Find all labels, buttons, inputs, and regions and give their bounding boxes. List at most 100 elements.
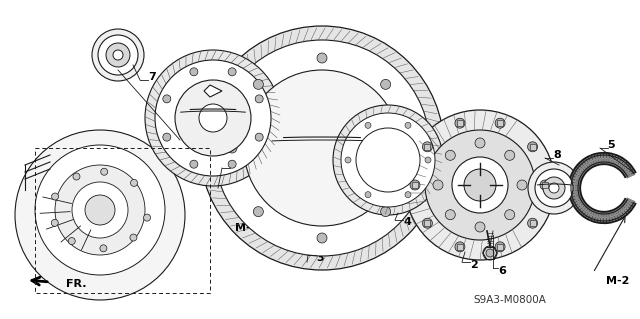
- Bar: [529, 144, 536, 150]
- Circle shape: [55, 165, 145, 255]
- Text: 1: 1: [230, 160, 238, 170]
- Text: M-1: M-1: [235, 223, 259, 233]
- Circle shape: [543, 177, 565, 199]
- Circle shape: [365, 122, 371, 128]
- Circle shape: [333, 105, 443, 215]
- Circle shape: [145, 50, 281, 186]
- Text: M-2: M-2: [606, 276, 629, 286]
- Circle shape: [51, 219, 58, 226]
- Circle shape: [199, 104, 227, 132]
- Circle shape: [15, 130, 185, 300]
- Circle shape: [190, 68, 198, 76]
- Circle shape: [505, 150, 515, 160]
- Circle shape: [253, 79, 264, 89]
- Circle shape: [356, 128, 420, 192]
- Circle shape: [317, 53, 327, 63]
- Circle shape: [455, 242, 465, 252]
- Text: 3: 3: [316, 253, 324, 263]
- Circle shape: [244, 70, 400, 226]
- Text: 7: 7: [148, 72, 156, 82]
- Circle shape: [517, 180, 527, 190]
- Circle shape: [549, 183, 559, 193]
- Bar: [424, 220, 431, 226]
- Circle shape: [190, 160, 198, 168]
- Circle shape: [365, 192, 371, 198]
- Circle shape: [455, 118, 465, 128]
- Bar: [457, 244, 463, 250]
- Circle shape: [425, 130, 535, 240]
- Circle shape: [464, 169, 496, 201]
- Circle shape: [255, 133, 263, 141]
- Circle shape: [92, 29, 144, 81]
- Bar: [497, 120, 503, 126]
- Text: 6: 6: [498, 266, 506, 276]
- Circle shape: [495, 242, 505, 252]
- Text: 2: 2: [470, 260, 478, 270]
- Text: FR.: FR.: [66, 279, 86, 289]
- Circle shape: [422, 218, 433, 228]
- Circle shape: [486, 249, 494, 257]
- Circle shape: [528, 162, 580, 214]
- Circle shape: [425, 157, 431, 163]
- Circle shape: [73, 173, 80, 180]
- Bar: [35, 148, 210, 293]
- Circle shape: [35, 145, 165, 275]
- Circle shape: [317, 233, 327, 243]
- Polygon shape: [204, 85, 222, 97]
- Circle shape: [407, 143, 417, 153]
- Circle shape: [130, 234, 137, 241]
- Circle shape: [200, 26, 444, 270]
- Circle shape: [100, 168, 108, 175]
- Circle shape: [143, 214, 150, 221]
- Circle shape: [228, 68, 236, 76]
- Bar: [497, 244, 503, 250]
- Circle shape: [175, 80, 251, 156]
- Circle shape: [381, 207, 390, 217]
- Bar: [412, 182, 418, 188]
- Circle shape: [475, 222, 485, 232]
- Bar: [542, 182, 548, 188]
- Circle shape: [227, 143, 237, 153]
- Circle shape: [505, 210, 515, 220]
- Circle shape: [495, 118, 505, 128]
- Circle shape: [452, 157, 508, 213]
- Circle shape: [341, 113, 435, 207]
- Circle shape: [163, 133, 171, 141]
- Circle shape: [113, 50, 123, 60]
- Circle shape: [410, 180, 420, 190]
- Circle shape: [255, 95, 263, 103]
- Circle shape: [535, 169, 573, 207]
- Bar: [529, 220, 536, 226]
- Circle shape: [345, 157, 351, 163]
- Circle shape: [405, 192, 411, 198]
- Text: 5: 5: [607, 140, 615, 150]
- Circle shape: [155, 60, 271, 176]
- Bar: [424, 144, 431, 150]
- Circle shape: [475, 138, 485, 148]
- Circle shape: [527, 142, 538, 152]
- Circle shape: [163, 95, 171, 103]
- Circle shape: [72, 182, 128, 238]
- Circle shape: [228, 160, 236, 168]
- Circle shape: [540, 180, 550, 190]
- Circle shape: [68, 238, 76, 245]
- Circle shape: [253, 207, 264, 217]
- Text: 8: 8: [553, 150, 561, 160]
- Circle shape: [527, 218, 538, 228]
- Text: 4: 4: [403, 217, 411, 227]
- Circle shape: [405, 110, 555, 260]
- Circle shape: [445, 150, 455, 160]
- Circle shape: [381, 79, 390, 89]
- Circle shape: [98, 35, 138, 75]
- Circle shape: [106, 43, 130, 67]
- Circle shape: [52, 193, 58, 200]
- Circle shape: [405, 122, 411, 128]
- Circle shape: [445, 210, 455, 220]
- Circle shape: [85, 195, 115, 225]
- Circle shape: [483, 246, 497, 260]
- Circle shape: [433, 180, 443, 190]
- Circle shape: [214, 40, 430, 256]
- Text: S9A3-M0800A: S9A3-M0800A: [474, 295, 547, 305]
- Circle shape: [131, 179, 138, 186]
- Bar: [457, 120, 463, 126]
